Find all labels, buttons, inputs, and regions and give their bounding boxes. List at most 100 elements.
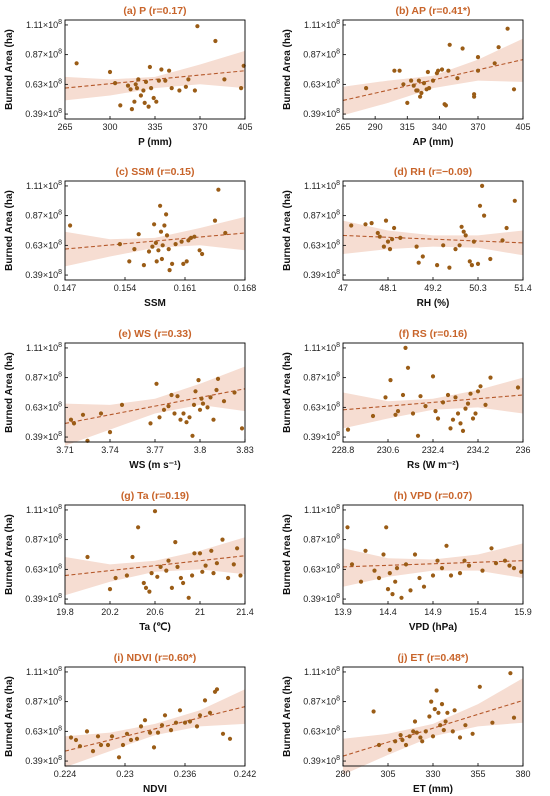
- data-point: [472, 94, 477, 99]
- data-point: [471, 239, 476, 244]
- y-tick-label: 0.87×108: [25, 696, 62, 707]
- x-tick-label: 3.71: [56, 445, 74, 455]
- data-point: [390, 592, 395, 597]
- panel-title: (b) AP (r=0.41*): [396, 5, 471, 17]
- data-point: [465, 401, 471, 406]
- panel-9: 0.224 0.23 0.236 0.242 0.39×108 0.63×108 0.87×…: [4, 652, 256, 795]
- data-point: [146, 249, 152, 254]
- data-point: [68, 223, 73, 228]
- data-point: [377, 234, 382, 239]
- data-point: [434, 688, 439, 693]
- data-point: [156, 78, 161, 83]
- data-point: [113, 575, 118, 581]
- plot-frame: [342, 19, 524, 120]
- x-tick-label: 380: [515, 769, 530, 779]
- data-point: [158, 564, 163, 570]
- data-point: [159, 256, 164, 262]
- data-point: [208, 395, 213, 400]
- confidence-band: [343, 678, 523, 775]
- data-point: [430, 573, 436, 578]
- data-point: [142, 100, 147, 105]
- data-point: [152, 222, 157, 227]
- data-point: [439, 566, 445, 571]
- data-point: [387, 571, 392, 576]
- data-point: [500, 238, 505, 243]
- data-point: [177, 88, 182, 93]
- confidence-band: [65, 50, 245, 101]
- data-point: [387, 247, 393, 252]
- x-tick-label: 15.9: [514, 607, 532, 617]
- data-point: [400, 392, 406, 398]
- data-point: [345, 427, 351, 432]
- data-point: [507, 563, 512, 568]
- data-point: [363, 548, 368, 553]
- data-point: [142, 718, 148, 723]
- data-point: [128, 737, 134, 743]
- data-point: [508, 671, 513, 676]
- confidence-band: [65, 689, 245, 768]
- data-point: [197, 248, 202, 253]
- data-point: [160, 243, 165, 248]
- data-point: [223, 230, 228, 236]
- data-point: [475, 261, 481, 266]
- data-point: [461, 229, 466, 234]
- data-point: [130, 554, 135, 560]
- data-point: [423, 729, 428, 734]
- y-axis-label: Burned Area (ha): [282, 29, 293, 110]
- x-tick-label: 0.147: [54, 283, 77, 293]
- panel-title: (g) Ta (r=0.19): [121, 490, 189, 502]
- data-point: [202, 698, 208, 703]
- y-axis-label: Burned Area (ha): [282, 352, 293, 433]
- data-point: [187, 719, 193, 724]
- y-axis-label: Burned Area (ha): [282, 514, 293, 595]
- data-point: [388, 378, 393, 383]
- data-point: [197, 551, 203, 556]
- y-tick-label: 0.63×108: [25, 239, 62, 250]
- y-tick-label: 0.63×108: [25, 401, 62, 412]
- x-tick-label: 405: [515, 122, 530, 132]
- data-point: [183, 84, 188, 89]
- data-point: [71, 421, 77, 426]
- data-point: [455, 411, 461, 416]
- y-tick-label: 0.87×108: [25, 49, 62, 60]
- data-point: [453, 395, 458, 400]
- x-tick-label: 335: [147, 122, 162, 132]
- data-point: [489, 546, 494, 551]
- x-tick-label: 300: [102, 122, 117, 132]
- data-point: [512, 198, 517, 203]
- data-point: [238, 573, 243, 578]
- data-point: [453, 247, 458, 252]
- y-tick-label: 0.63×108: [303, 78, 340, 89]
- data-point: [393, 579, 398, 584]
- data-point: [416, 78, 421, 83]
- x-tick-label: 51.4: [514, 283, 532, 293]
- data-point: [155, 730, 161, 735]
- panel-title: (h) VPD (r=0.07): [394, 490, 472, 502]
- data-point: [369, 221, 374, 226]
- y-tick-label: 0.87×108: [303, 534, 340, 545]
- y-tick-label: 1.11×108: [26, 342, 62, 353]
- data-point: [345, 525, 350, 530]
- data-point: [164, 233, 170, 238]
- data-point: [430, 734, 436, 739]
- data-point: [107, 69, 113, 75]
- data-point: [153, 240, 158, 245]
- data-point: [459, 224, 464, 229]
- data-point: [124, 573, 129, 578]
- data-point: [193, 389, 198, 394]
- data-point: [443, 719, 448, 724]
- data-point: [412, 719, 418, 724]
- data-point: [395, 409, 401, 414]
- x-tick-label: 0.154: [114, 283, 137, 293]
- data-point: [205, 405, 210, 410]
- data-point: [80, 412, 86, 417]
- x-tick-label: 230.6: [377, 445, 400, 455]
- data-point: [447, 42, 452, 47]
- data-point: [134, 736, 140, 741]
- y-tick-label: 0.63×108: [303, 563, 340, 574]
- data-point: [107, 430, 113, 435]
- data-point: [169, 585, 174, 591]
- y-tick-label: 1.11×108: [304, 19, 340, 30]
- data-point: [416, 260, 421, 265]
- data-point: [214, 687, 220, 692]
